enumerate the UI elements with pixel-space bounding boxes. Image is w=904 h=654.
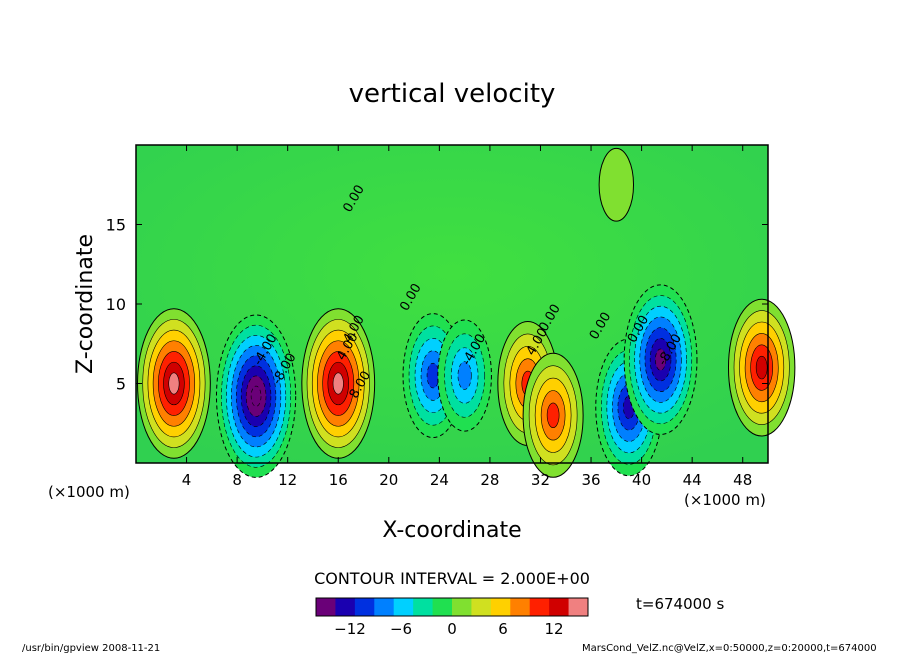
contour-band — [168, 372, 180, 395]
x-tick-label: 40 — [632, 471, 651, 489]
contour-interval-note: CONTOUR INTERVAL = 2.000E+00 — [314, 569, 590, 588]
x-axis-unit-left: (×1000 m) — [48, 483, 130, 501]
colorbar-swatch — [432, 598, 453, 616]
footer-right: MarsCond_VelZ.nc@VelZ,x=0:50000,z=0:2000… — [582, 643, 877, 654]
x-tick-label: 48 — [733, 471, 752, 489]
time-label: t=674000 s — [636, 595, 724, 613]
x-tick-label: 36 — [581, 471, 600, 489]
contour-cell — [598, 147, 635, 222]
x-tick-label: 8 — [232, 471, 242, 489]
colorbar-tick-label: 0 — [447, 620, 457, 638]
colorbar-swatch — [490, 598, 511, 616]
contour-cell — [727, 298, 796, 437]
x-tick-label: 24 — [430, 471, 449, 489]
colorbar: −12 −6 0 6 12 — [315, 597, 589, 638]
plot-area: 0.000.004.00-4.00-8.004.008.000.00-4.00 4… — [135, 144, 796, 478]
x-tick-label: 12 — [278, 471, 297, 489]
x-tick-label: 32 — [531, 471, 550, 489]
colorbar-swatch — [529, 598, 550, 616]
contour-band — [250, 385, 262, 407]
colorbar-swatch — [549, 598, 570, 616]
contour-cell — [522, 352, 584, 478]
x-axis: 4 8 12 16 20 24 28 32 36 40 44 48 — [182, 145, 752, 489]
contour-cell — [437, 319, 492, 432]
contour-cell — [301, 308, 376, 459]
x-tick-label: 28 — [480, 471, 499, 489]
y-tick-label: 5 — [116, 375, 126, 394]
colorbar-tick-label: 6 — [498, 620, 508, 638]
contour-band — [332, 372, 344, 395]
colorbar-swatch — [354, 598, 375, 616]
contour-band — [655, 348, 667, 371]
colorbar-swatch — [413, 598, 434, 616]
colorbar-frame — [315, 597, 589, 617]
colorbar-tick-label: −12 — [334, 620, 366, 638]
x-tick-label: 44 — [683, 471, 702, 489]
colorbar-swatch — [510, 598, 531, 616]
contour-band — [457, 361, 472, 390]
colorbar-tick-label: −6 — [390, 620, 412, 638]
contour-fill-layer — [137, 147, 796, 478]
contour-band — [755, 355, 768, 380]
y-axis-label: Z-coordinate — [73, 234, 98, 374]
colorbar-swatch — [316, 598, 336, 616]
contour-band — [426, 362, 440, 389]
x-axis-unit-right: (×1000 m) — [684, 491, 766, 509]
contour-cell — [137, 308, 211, 459]
y-tick-label: 15 — [106, 216, 126, 235]
y-tick-label: 10 — [106, 295, 126, 314]
colorbar-swatch — [568, 598, 589, 616]
contour-cell — [623, 284, 698, 435]
contour-band — [546, 402, 560, 428]
contour-cell — [215, 314, 297, 478]
x-tick-label: 20 — [379, 471, 398, 489]
colorbar-swatch — [452, 598, 472, 616]
chart-title: vertical velocity — [349, 79, 556, 109]
footer-left: /usr/bin/gpview 2008-11-21 — [22, 643, 160, 654]
x-tick-label: 16 — [329, 471, 348, 489]
x-axis-label: X-coordinate — [382, 518, 521, 543]
colorbar-swatch — [335, 598, 356, 616]
y-axis: 5 10 15 — [106, 216, 768, 394]
x-tick-label: 4 — [182, 471, 192, 489]
colorbar-tick-label: 12 — [544, 620, 563, 638]
colorbar-swatch — [393, 598, 414, 616]
contour-band — [598, 147, 635, 222]
colorbar-swatch — [471, 598, 492, 616]
colorbar-swatch — [374, 598, 395, 616]
